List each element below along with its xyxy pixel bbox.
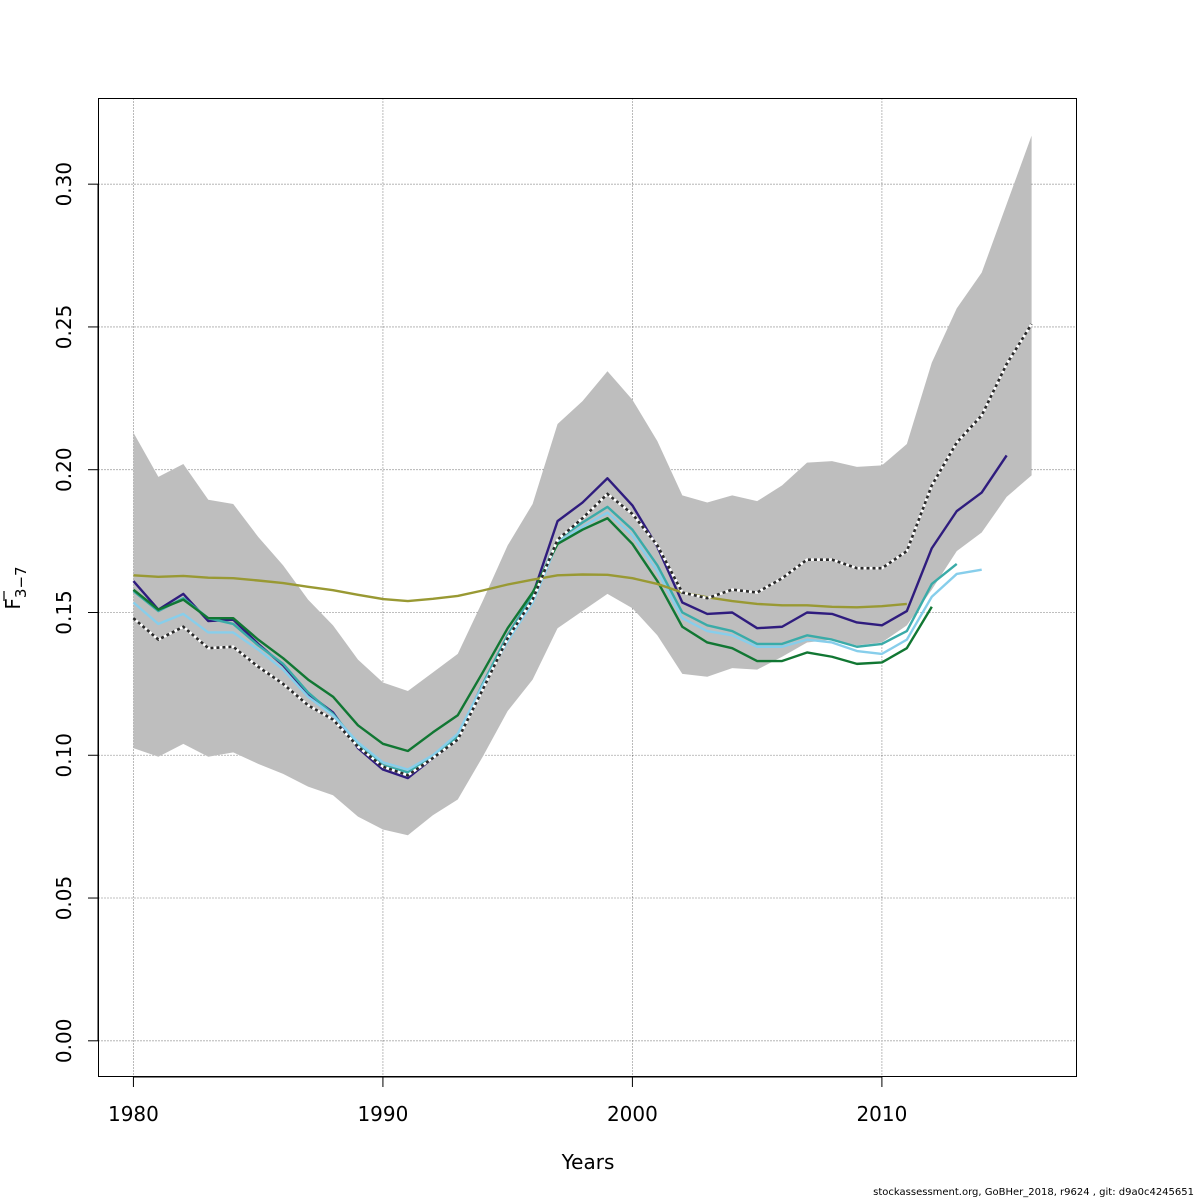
series-lines [132,323,1033,780]
y-tick-label: 0.20 [52,447,76,492]
x-axis: 1980 1990 2000 2010 [108,1076,907,1126]
y-tick-label: 0.05 [52,876,76,921]
y-tick-label: 0.25 [52,305,76,350]
confidence-band [133,135,1032,836]
x-tick-label: 1980 [108,1102,159,1126]
y-axis-title-main: F [1,598,25,610]
y-axis-title-sub: 3−7 [12,566,30,598]
svg-text:F3−7: F3−7 [1,566,30,609]
confidence-band-group [133,135,1032,836]
series-line [132,323,1033,777]
x-tick-label: 2000 [607,1102,658,1126]
y-tick-label: 0.00 [52,1019,76,1064]
y-axis: 0.00 0.05 0.10 0.15 0.20 0.25 0.30 [52,162,99,1064]
series-line [132,517,933,753]
y-tick-label: 0.15 [52,590,76,635]
x-axis-title: Years [561,1150,615,1174]
x-tick-label: 2010 [856,1102,907,1126]
series-line [133,573,907,609]
x-tick-label: 1990 [357,1102,408,1126]
y-tick-label: 0.30 [52,162,76,207]
footer-credit: stockassessment.org, GoBHer_2018, r9624 … [873,1187,1194,1198]
y-tick-label: 0.10 [52,733,76,778]
y-axis-title: F3−7 [1,566,30,609]
